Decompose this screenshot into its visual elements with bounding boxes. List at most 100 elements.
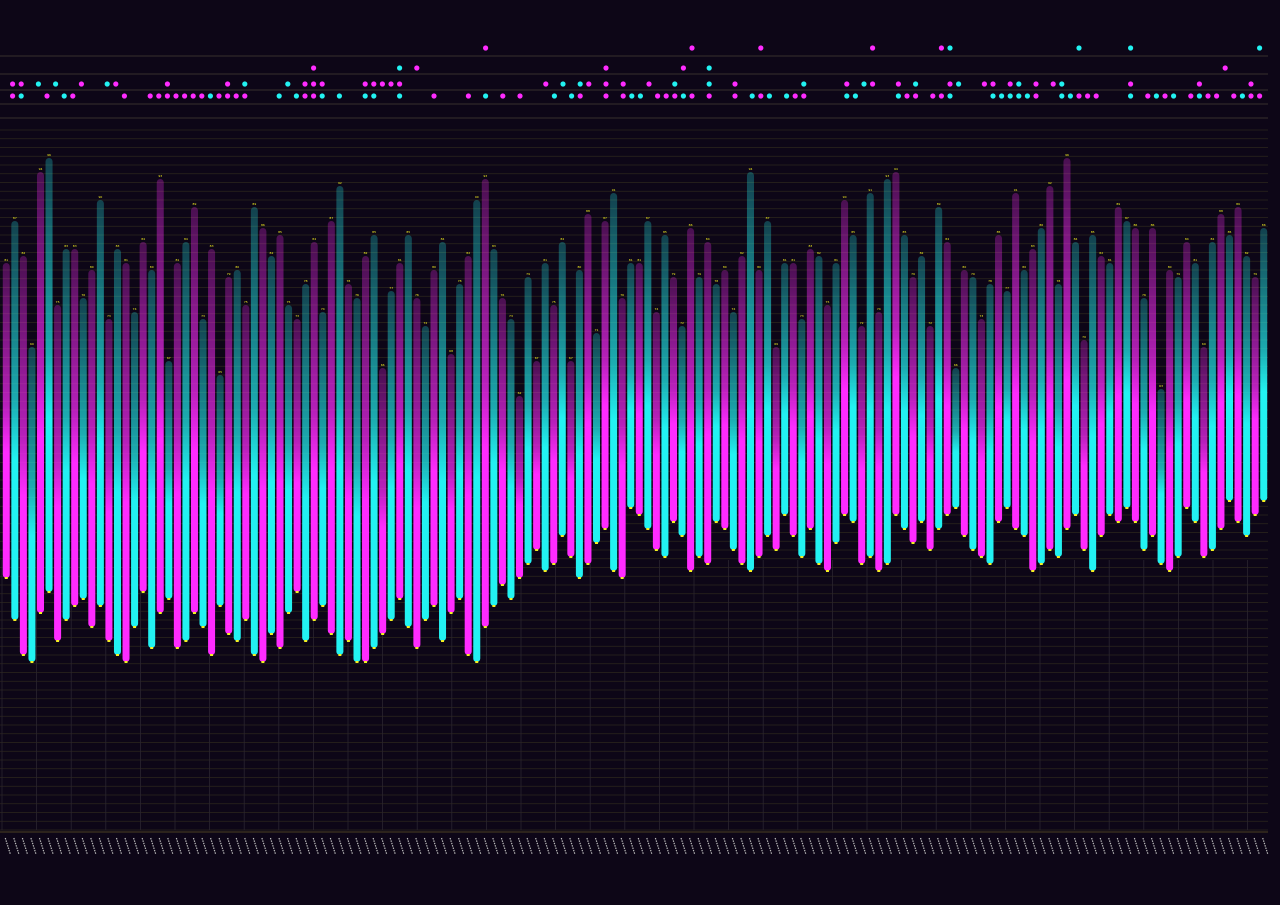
x-tick-label — [671, 837, 679, 855]
bar — [225, 277, 233, 634]
x-tick-label — [1014, 837, 1021, 855]
strip-dot — [199, 93, 205, 99]
x-tick-label — [817, 837, 824, 855]
bar-end-marker — [937, 528, 941, 530]
data-label: 73 — [980, 314, 984, 318]
bar — [165, 361, 173, 599]
data-label: 78 — [304, 279, 308, 283]
bar-end-marker — [851, 521, 855, 523]
bar-end-marker — [449, 612, 453, 614]
x-tick-label — [928, 837, 935, 855]
strip-dot — [913, 81, 919, 87]
strip-dot — [758, 45, 764, 51]
strip-dot — [947, 81, 953, 87]
bar-end-marker — [997, 521, 1001, 523]
x-tick-label — [962, 837, 969, 855]
bar-end-marker — [654, 549, 658, 551]
data-label: 87 — [13, 216, 17, 220]
x-tick-label — [1116, 837, 1123, 855]
bar — [841, 200, 849, 515]
data-label: 73 — [201, 314, 205, 318]
x-tick-label — [868, 837, 875, 855]
data-label: 72 — [928, 321, 932, 325]
bar — [216, 375, 224, 606]
data-label: 74 — [731, 307, 735, 311]
x-tick-label — [466, 837, 473, 855]
bar-end-marker — [355, 661, 359, 663]
data-label: 96 — [47, 153, 51, 157]
bar — [79, 298, 87, 599]
bar — [36, 172, 45, 613]
bar-end-marker — [244, 619, 248, 621]
bar — [276, 235, 284, 648]
bar — [105, 319, 113, 641]
x-tick-label — [363, 837, 371, 855]
data-label: 82 — [920, 251, 924, 255]
strip-dot — [1145, 93, 1151, 99]
bar-end-marker — [1228, 500, 1232, 502]
x-tick-label — [1185, 837, 1192, 855]
bar — [148, 270, 156, 648]
data-label: 96 — [1065, 153, 1069, 157]
data-label: 81 — [637, 258, 641, 262]
data-label: 74 — [654, 307, 658, 311]
data-label: 93 — [158, 174, 162, 178]
strip-dot — [1171, 93, 1177, 99]
bar-end-marker — [441, 640, 445, 642]
bar — [1208, 242, 1216, 550]
data-label: 66 — [381, 363, 385, 367]
strip-dot — [225, 93, 231, 99]
bar — [1123, 221, 1131, 508]
x-tick-label — [133, 837, 140, 855]
bar-end-marker — [1014, 528, 1018, 530]
bar-end-marker — [415, 647, 419, 649]
strip-dot — [517, 93, 523, 99]
data-label: 87 — [329, 216, 333, 220]
bar-end-marker — [612, 570, 616, 572]
strip-dot — [629, 93, 635, 99]
bar — [1114, 207, 1122, 522]
data-label: 72 — [424, 321, 428, 325]
bar — [687, 228, 695, 571]
dot-strip — [10, 45, 1263, 99]
data-label: 89 — [937, 202, 941, 206]
x-tick-label — [1073, 837, 1081, 855]
bar-end-marker — [766, 535, 770, 537]
x-tick-label — [321, 837, 328, 855]
bar — [935, 207, 943, 529]
bar — [995, 235, 1003, 522]
bar-end-marker — [1133, 521, 1137, 523]
data-label: 81 — [791, 258, 795, 262]
data-label: 81 — [4, 258, 8, 262]
strip-dot — [680, 65, 687, 71]
strip-dot — [10, 81, 16, 87]
x-tick-label — [979, 837, 987, 855]
strip-dot — [397, 81, 403, 87]
bar-end-marker — [603, 528, 607, 530]
strip-dot — [121, 93, 127, 99]
strip-dot — [844, 81, 850, 87]
bar — [1054, 284, 1062, 557]
strip-dot — [1076, 93, 1082, 99]
strip-dot — [1050, 81, 1056, 87]
bar — [661, 235, 669, 557]
data-label: 73 — [295, 314, 299, 318]
strip-dot — [147, 93, 153, 99]
x-tick-label — [158, 837, 165, 855]
bar — [1089, 235, 1097, 571]
strip-dot — [603, 93, 609, 99]
data-label: 90 — [98, 195, 102, 199]
x-tick-label — [1210, 837, 1217, 855]
x-tick-label — [1039, 837, 1046, 855]
bar — [644, 221, 652, 529]
bar-end-marker — [902, 528, 906, 530]
data-label: 85 — [1091, 230, 1095, 234]
x-tick-label — [1005, 837, 1012, 855]
bar — [344, 284, 352, 641]
strip-dot — [113, 81, 119, 87]
x-tick-label — [834, 837, 841, 855]
bar — [71, 249, 79, 606]
strip-dot — [990, 81, 996, 87]
bar — [652, 312, 660, 550]
bar-end-marker — [98, 605, 102, 607]
